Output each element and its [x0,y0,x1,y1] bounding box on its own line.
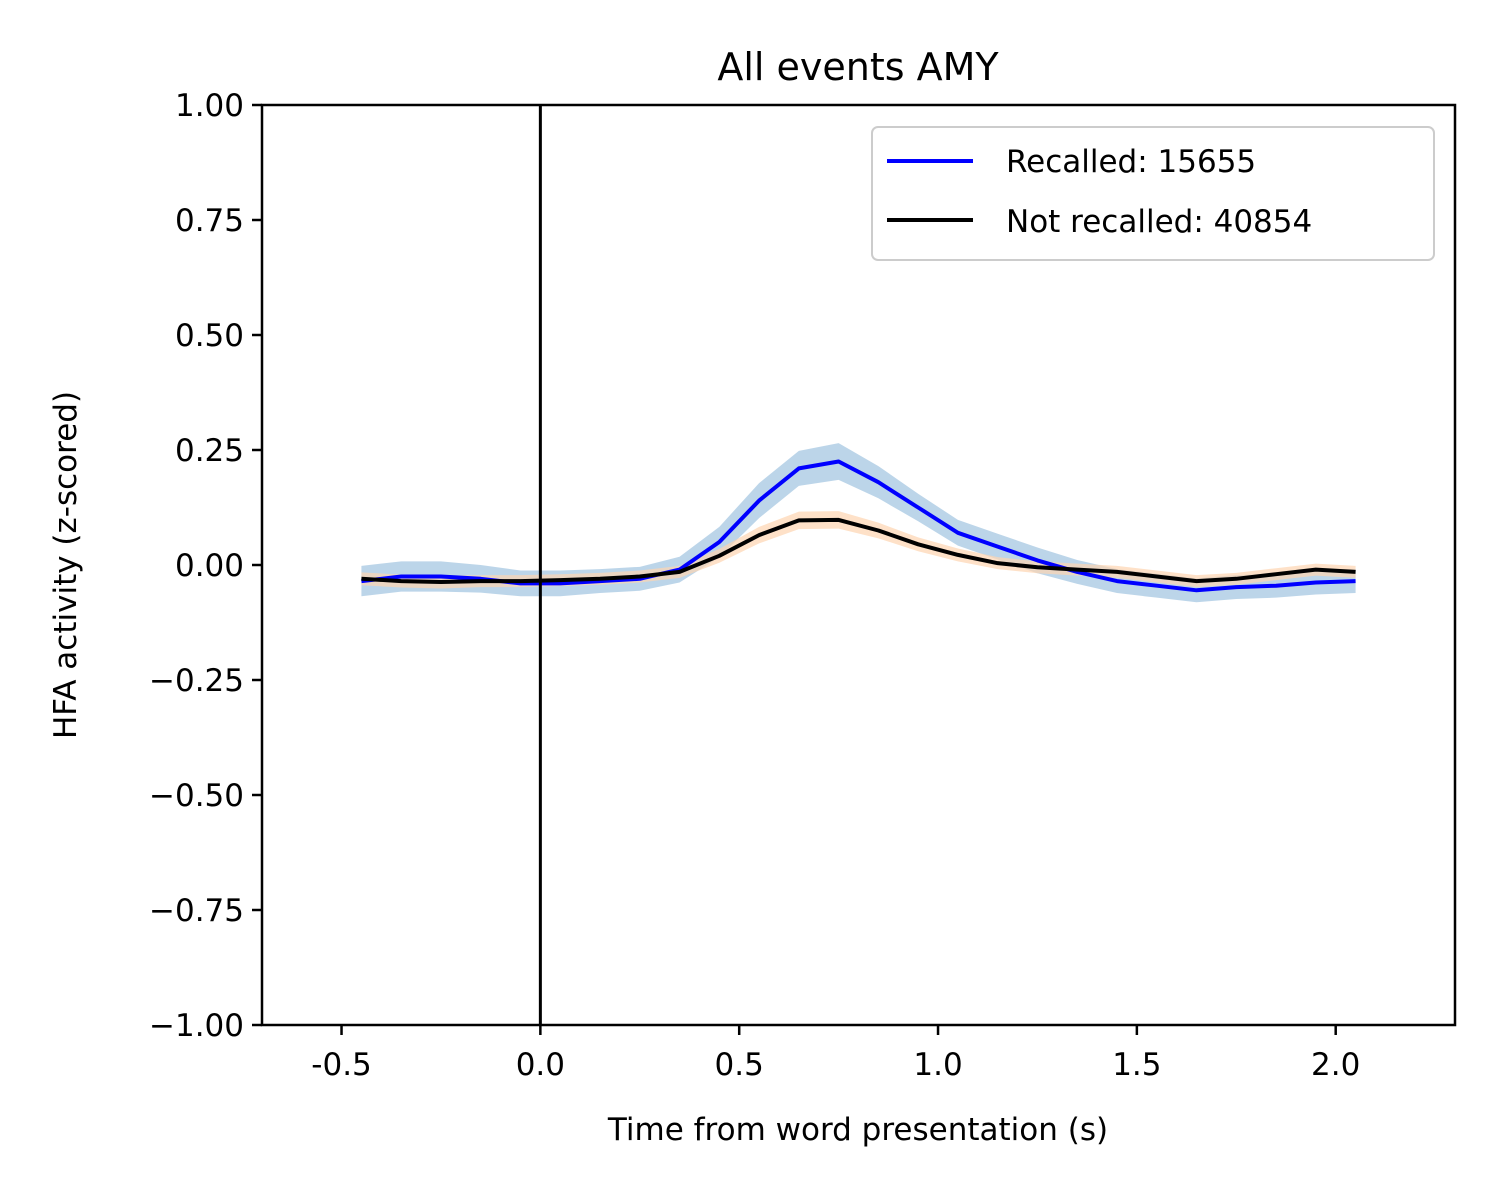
y-tick-label: −0.25 [149,663,244,699]
series-lines [361,459,1356,593]
x-tick-label: 1.0 [913,1047,962,1083]
y-tick-label: 1.00 [175,88,244,124]
x-axis-label: Time from word presentation (s) [607,1112,1108,1148]
y-tick-label: 0.75 [175,203,244,239]
x-tick-label: 2.0 [1311,1047,1360,1083]
ci-band-1 [361,511,1356,589]
series-line-1 [361,517,1356,585]
x-tick-label: 1.5 [1112,1047,1161,1083]
y-tick-label: −0.75 [149,893,244,929]
x-tick-label: 0.0 [516,1047,565,1083]
y-tick-label: −1.00 [149,1008,244,1044]
legend-frame [871,126,1435,261]
series-line-0 [361,459,1356,593]
legend-label-not-recalled: Not recalled: 40854 [1006,204,1312,240]
y-axis-ticks: 1.00 0.75 0.50 0.25 0.00 −0.25 −0.50 −0.75 −1.00 [149,88,262,1044]
y-tick-label: 0.25 [175,433,244,469]
y-axis-label: HFA activity (z-scored) [48,391,84,739]
y-tick-label: 0.50 [175,318,244,354]
x-tick-label: 0.5 [715,1047,764,1083]
x-tick-label: -0.5 [311,1047,372,1083]
y-tick-label: −0.50 [149,778,244,814]
legend: Recalled: 15655 Not recalled: 40854 [871,126,1435,261]
legend-label-recalled: Recalled: 15655 [1006,144,1256,180]
x-axis-ticks: -0.5 0.0 0.5 1.0 1.5 2.0 [311,1025,1360,1083]
y-tick-label: 0.00 [175,548,244,584]
chart-title: All events AMY [717,45,999,89]
